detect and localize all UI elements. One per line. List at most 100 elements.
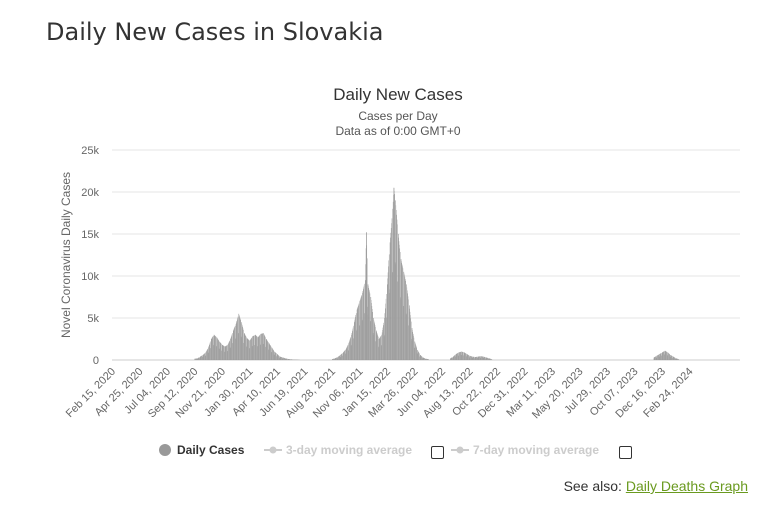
daily-deaths-graph-link[interactable]: Daily Deaths Graph — [625, 478, 748, 494]
bar — [285, 358, 286, 360]
bar — [354, 322, 355, 360]
legend: Daily Cases 3-day moving average 7-day mov… — [159, 443, 599, 457]
bar — [417, 349, 418, 360]
bar — [233, 330, 234, 360]
bar — [252, 336, 253, 360]
chart-subtitle: Cases per Day — [358, 109, 437, 123]
chart-subtitle-2: Data as of 0:00 GMT+0 — [335, 124, 460, 138]
legend-checkbox-7day[interactable] — [619, 446, 632, 459]
bar — [246, 338, 248, 360]
bar — [488, 358, 490, 360]
legend-marker-7day — [456, 446, 464, 454]
bar — [395, 200, 396, 360]
bar — [472, 356, 473, 360]
bar — [227, 344, 229, 360]
y-tick-label: 25k — [81, 145, 99, 157]
y-tick-label: 5k — [87, 313, 99, 325]
y-tick-labels: 0 5k 10k 15k 20k 25k — [81, 145, 99, 367]
bar — [365, 280, 366, 360]
bar — [249, 340, 251, 360]
bars — [194, 187, 680, 360]
bar — [469, 355, 471, 360]
bar — [420, 354, 421, 360]
bar — [208, 347, 209, 360]
bar — [389, 242, 391, 360]
bar — [362, 292, 363, 360]
bar — [213, 334, 215, 360]
bar — [230, 339, 231, 360]
bar — [662, 352, 663, 360]
bar — [279, 356, 281, 360]
bar — [656, 355, 658, 360]
bar — [351, 334, 352, 360]
bar — [381, 334, 383, 360]
bar — [475, 357, 476, 360]
bar — [205, 352, 207, 360]
legend-checkbox-3day[interactable] — [431, 446, 444, 459]
bar — [274, 351, 275, 360]
bar — [282, 357, 284, 360]
legend-marker-3day — [269, 446, 277, 454]
bar — [486, 357, 487, 360]
bar — [337, 357, 339, 360]
bar — [400, 259, 402, 360]
y-tick-label: 10k — [81, 271, 99, 283]
bar — [659, 354, 660, 360]
bar — [332, 359, 333, 360]
bar — [260, 333, 262, 360]
bar — [241, 322, 242, 360]
bar — [461, 351, 462, 360]
bar — [384, 318, 385, 360]
bar — [197, 358, 198, 360]
bar — [277, 354, 278, 360]
bar — [411, 328, 413, 360]
bar — [290, 359, 292, 360]
bar — [398, 234, 399, 360]
bar — [376, 330, 377, 360]
y-tick-label: 0 — [93, 355, 99, 367]
bar — [667, 352, 669, 360]
bar — [670, 354, 671, 360]
bar — [409, 305, 410, 360]
bar — [263, 333, 264, 360]
bar — [483, 356, 484, 360]
y-tick-label: 20k — [81, 187, 99, 199]
legend-label-daily-cases: Daily Cases — [177, 443, 245, 457]
bar — [288, 358, 289, 360]
bar — [387, 284, 388, 360]
bar — [356, 309, 358, 360]
bar — [255, 334, 256, 360]
legend-marker-daily-cases — [159, 444, 171, 456]
bar — [367, 284, 369, 360]
bar — [464, 352, 465, 360]
bar — [414, 341, 416, 360]
legend-label-7day: 7-day moving average — [473, 443, 599, 457]
bar — [222, 344, 223, 360]
bar — [403, 271, 405, 360]
bar — [373, 318, 374, 360]
bar — [425, 358, 427, 360]
bar — [392, 208, 394, 360]
bar — [450, 358, 451, 360]
bar — [340, 354, 341, 360]
page-title: Daily New Cases in Slovakia — [46, 18, 384, 46]
bar — [653, 357, 655, 360]
bar — [428, 359, 429, 360]
bar — [200, 356, 201, 360]
legend-label-3day: 3-day moving average — [286, 443, 412, 457]
chart-title: Daily New Cases — [333, 85, 462, 104]
bar — [406, 284, 407, 360]
bar — [455, 354, 457, 360]
bar — [378, 339, 380, 360]
bar — [466, 354, 468, 360]
y-tick-label: 15k — [81, 229, 99, 241]
bar — [348, 343, 350, 360]
bar — [216, 337, 218, 360]
bar — [458, 352, 460, 360]
bar — [345, 349, 347, 360]
bar — [370, 297, 372, 360]
gridlines — [112, 149, 740, 361]
bar — [268, 343, 270, 360]
